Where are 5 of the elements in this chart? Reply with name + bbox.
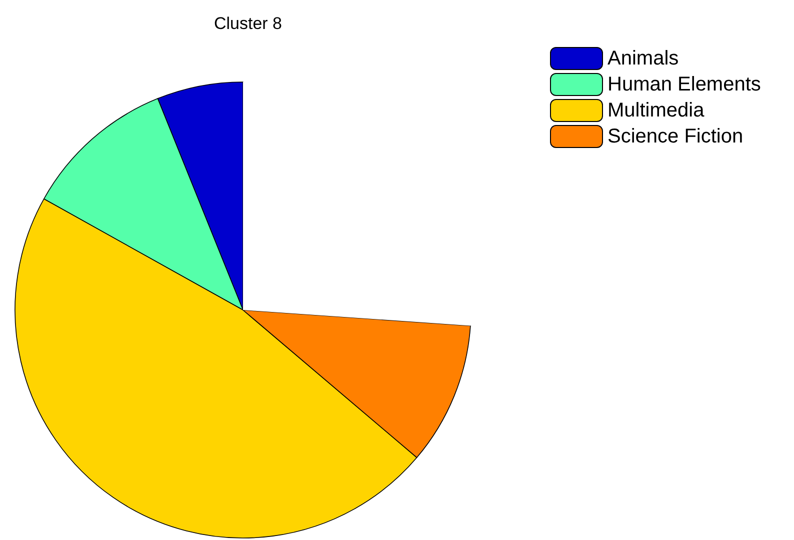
legend-label: Multimedia	[608, 100, 706, 122]
legend-label: Science Fiction	[608, 126, 744, 148]
legend-label: Animals	[608, 48, 679, 70]
legend-label: Human Elements	[608, 74, 761, 96]
chart-title: Cluster 8	[214, 14, 282, 33]
